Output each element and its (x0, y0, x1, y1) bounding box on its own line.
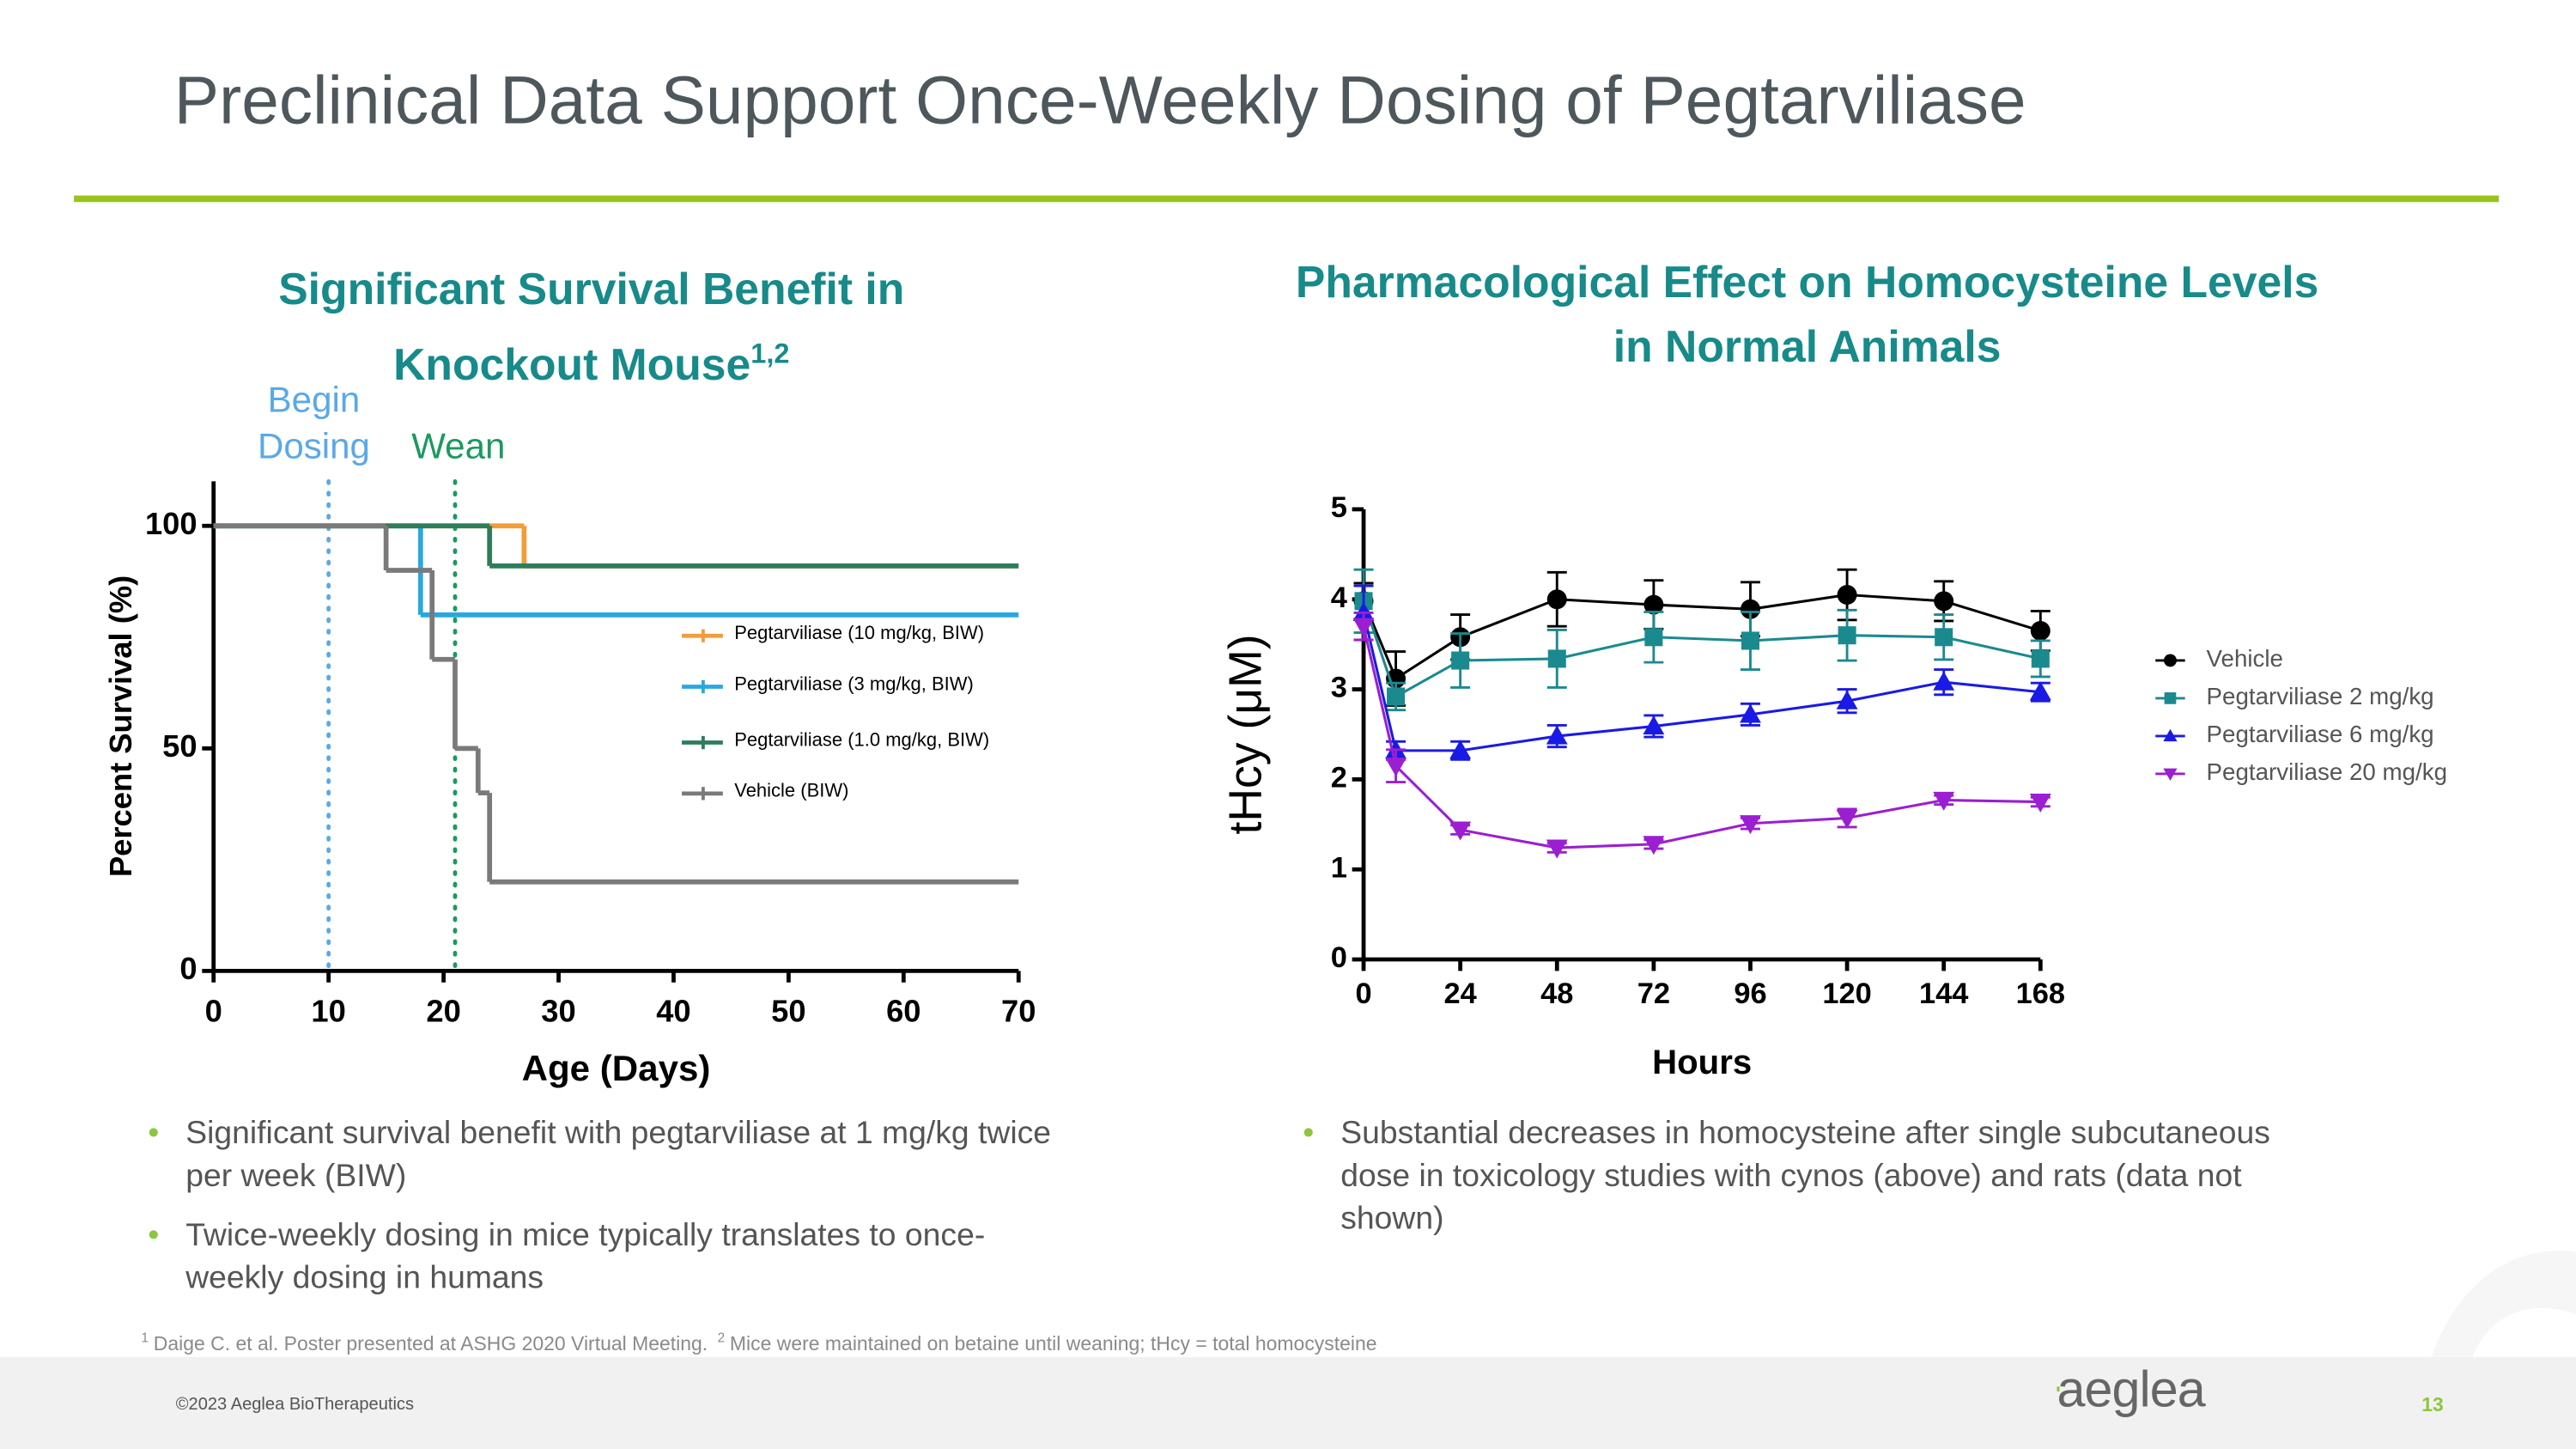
marker (1546, 589, 1567, 610)
x-tick-label: 60 (886, 994, 920, 1029)
marker (2029, 681, 2051, 701)
legend-label: Vehicle (2207, 645, 2283, 672)
y-tick-label: 4 (1331, 581, 1347, 614)
footnote-text: Daige C. et al. Poster presented at ASHG… (153, 1332, 708, 1355)
marker (1741, 631, 1760, 650)
x-tick-label: 20 (426, 994, 460, 1029)
bullet: Substantial decreases in homocysteine af… (1303, 1112, 2272, 1240)
marker (1546, 725, 1568, 745)
marker (1546, 839, 1568, 859)
chart-title: Pharmacological Effect on Homocysteine L… (1295, 258, 2319, 372)
x-tick-label: 30 (541, 994, 575, 1029)
marker (1387, 687, 1406, 706)
chart-title-text: Significant Survival Benefit in Knockout… (278, 264, 905, 390)
legend-marker (2163, 768, 2178, 781)
logo-text: aeglea (2057, 1360, 2205, 1418)
marker (1643, 836, 1665, 855)
x-tick-label: 50 (771, 994, 805, 1029)
y-axis-label: tHcy (μM) (1220, 634, 1271, 834)
x-tick-label: 120 (1822, 977, 1871, 1010)
marker (1836, 690, 1858, 709)
marker (2029, 794, 2051, 813)
page-number: 13 (2421, 1392, 2444, 1416)
x-tick-label: 40 (656, 994, 690, 1029)
x-tick-label: 168 (2016, 977, 2065, 1010)
marker (1837, 585, 1857, 605)
bullet: Significant survival benefit with pegtar… (148, 1112, 1067, 1197)
legend-label: Pegtarviliase 20 mg/kg (2207, 758, 2447, 785)
bullet-list: Substantial decreases in homocysteine af… (1303, 1112, 2272, 1257)
marker (1449, 740, 1472, 759)
legend-label: Pegtarviliase (10 mg/kg, BIW) (734, 622, 984, 643)
y-tick-label: 0 (179, 951, 197, 986)
legend-label: Pegtarviliase 6 mg/kg (2207, 721, 2434, 747)
x-tick-label: 96 (1734, 977, 1766, 1010)
x-axis-label: Hours (1652, 1043, 1752, 1081)
y-tick-label: 0 (1331, 941, 1347, 974)
marker (1933, 791, 1955, 811)
marker (1838, 626, 1856, 645)
marker (1643, 715, 1665, 735)
marker (1740, 815, 1761, 835)
footer-band (0, 1356, 2576, 1449)
marker (1643, 594, 1664, 615)
y-tick-label: 50 (162, 728, 197, 764)
x-tick-label: 10 (311, 994, 345, 1029)
y-axis-label: Percent Survival (%) (103, 575, 138, 877)
marker (1644, 628, 1663, 647)
annotation-label: Begin (268, 380, 361, 420)
bullet: Twice-weekly dosing in mice typically tr… (148, 1214, 1067, 1299)
marker (1935, 628, 1953, 647)
annotation-label: Wean (411, 425, 505, 466)
legend-label: Vehicle (BIW) (734, 780, 848, 801)
legend-label: Pegtarviliase (3 mg/kg, BIW) (734, 673, 974, 694)
slide-title: Preclinical Data Support Once-Weekly Dos… (173, 62, 2026, 138)
x-tick-label: 72 (1637, 977, 1670, 1010)
footnote-text: Mice were maintained on betaine until we… (729, 1332, 1377, 1355)
footnotes: 1 Daige C. et al. Poster presented at ASH… (142, 1330, 1387, 1355)
legend-marker (2164, 654, 2177, 667)
copyright: ©2023 Aeglea BioTherapeutics (175, 1394, 415, 1415)
legend-marker (2164, 692, 2177, 704)
marker (1451, 651, 1470, 670)
x-tick-label: 48 (1540, 977, 1573, 1010)
y-tick-label: 100 (145, 506, 197, 541)
logo: aeglea (2057, 1360, 2205, 1420)
chart-title: Significant Survival Benefit in Knockout… (214, 258, 969, 398)
marker (1933, 671, 1955, 691)
annotation-label: Dosing (258, 425, 370, 466)
legend-label: Pegtarviliase 2 mg/kg (2207, 683, 2434, 709)
marker (1352, 618, 1375, 637)
marker (1385, 758, 1407, 777)
x-tick-label: 0 (1355, 977, 1371, 1010)
y-tick-label: 2 (1331, 761, 1347, 794)
y-tick-label: 5 (1331, 491, 1347, 524)
legend-label: Pegtarviliase (1.0 mg/kg, BIW) (734, 728, 989, 750)
x-tick-label: 0 (205, 994, 222, 1029)
marker (1934, 591, 1954, 612)
marker (2030, 620, 2050, 641)
footnote-marker: 1 (141, 1330, 149, 1346)
title-rule (74, 195, 2500, 203)
marker (1449, 821, 1472, 841)
marker (1740, 703, 1761, 723)
marker (1836, 809, 1858, 829)
x-tick-label: 24 (1443, 977, 1476, 1010)
marker (1741, 599, 1760, 619)
x-tick-label: 144 (1919, 977, 1968, 1010)
legend-marker (2163, 728, 2178, 742)
marker (1547, 649, 1566, 668)
chart-title-superscript: 1,2 (750, 338, 790, 370)
x-tick-label: 70 (1001, 994, 1036, 1029)
marker (2031, 649, 2050, 668)
y-tick-label: 1 (1331, 851, 1347, 884)
y-tick-label: 3 (1331, 672, 1347, 704)
bullet-list: Significant survival benefit with pegtar… (148, 1112, 1067, 1316)
footnote-marker: 2 (717, 1330, 726, 1346)
swoosh (2431, 1251, 2576, 1357)
x-axis-label: Age (Days) (522, 1048, 711, 1088)
